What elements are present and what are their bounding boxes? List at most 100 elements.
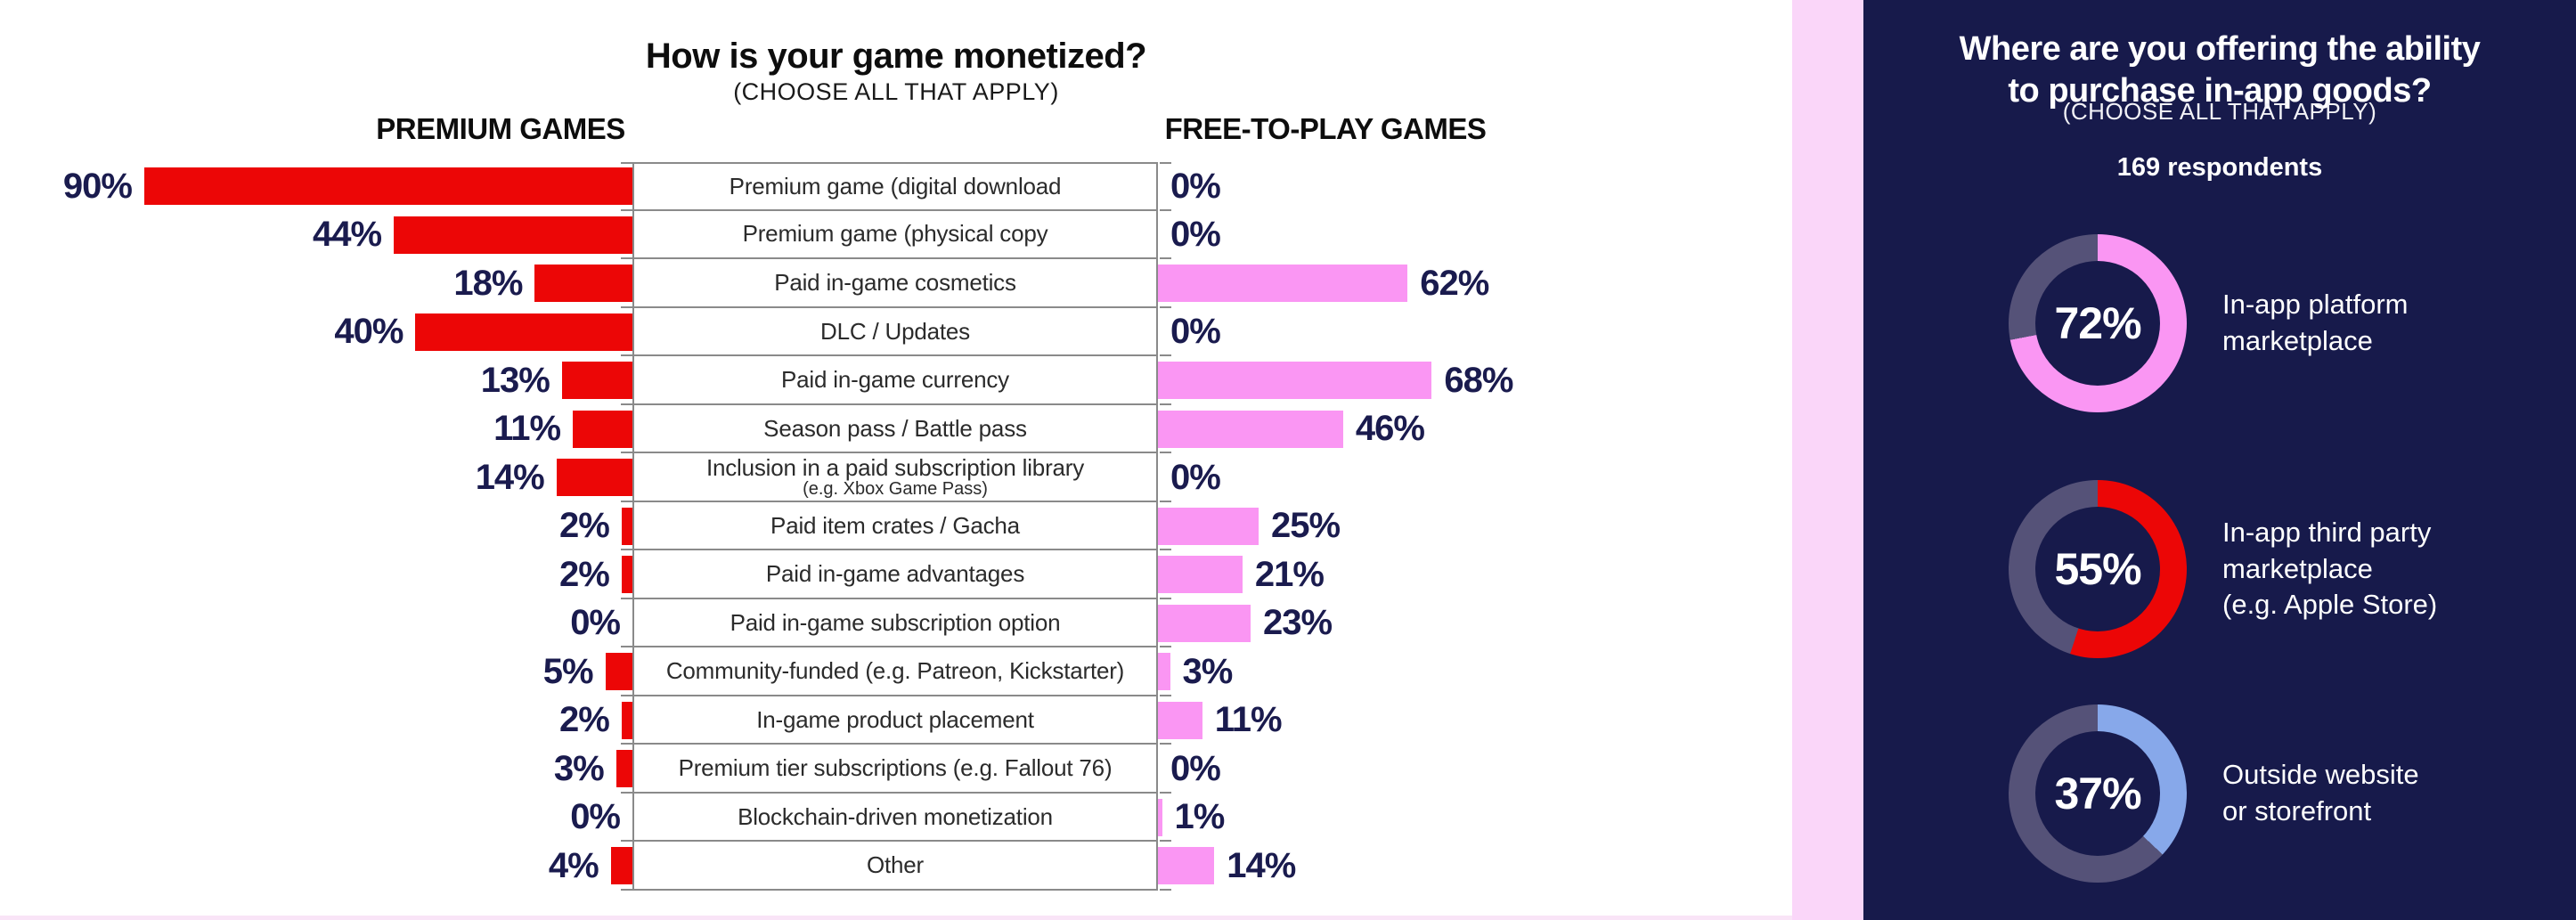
premium-bar-cell: 18% xyxy=(0,259,632,308)
donut-chart: 55% xyxy=(2009,480,2187,658)
category-cell: Paid item crates / Gacha xyxy=(632,501,1158,551)
category-cell: Paid in-game currency xyxy=(632,356,1158,405)
premium-bar-cell: 14% xyxy=(0,453,632,502)
f2p-value-label: 14% xyxy=(1227,845,1296,885)
f2p-bar-cell: 0% xyxy=(1158,745,1792,794)
category-label: Paid in-game cosmetics xyxy=(774,268,1016,296)
premium-value-label: 90% xyxy=(62,166,133,206)
premium-bar xyxy=(573,410,632,448)
f2p-bar xyxy=(1158,362,1432,400)
premium-bar xyxy=(143,167,632,206)
bottom-accent-strip xyxy=(0,916,1792,920)
category-label: Blockchain-driven monetization xyxy=(738,802,1053,830)
category-cell: Premium game (digital download xyxy=(632,162,1158,211)
category-label: Paid item crates / Gacha xyxy=(770,511,1020,539)
premium-bar-cell: 5% xyxy=(0,647,632,696)
table-row: 13% Paid in-game currency 68% xyxy=(0,356,1792,405)
premium-bar-cell: 2% xyxy=(0,502,632,551)
premium-bar-cell: 11% xyxy=(0,405,632,454)
premium-value-label: 11% xyxy=(493,409,561,449)
free-to-play-games-header: FREE-TO-PLAY GAMES xyxy=(1164,112,1487,145)
chart-subtitle: (CHOOSE ALL THAT APPLY) xyxy=(733,78,1059,105)
premium-bar-cell: 4% xyxy=(0,842,632,891)
f2p-value-label: 0% xyxy=(1170,457,1221,497)
category-label: Paid in-game currency xyxy=(781,366,1009,394)
premium-bar xyxy=(610,847,632,885)
donut-percent-label: 37% xyxy=(2054,769,2141,818)
table-row: 2% Paid in-game advantages 21% xyxy=(0,550,1792,599)
f2p-value-label: 0% xyxy=(1170,215,1221,255)
table-top-tick-left xyxy=(621,162,632,164)
f2p-value-label: 68% xyxy=(1444,360,1513,400)
premium-bar-cell: 2% xyxy=(0,550,632,599)
category-label: Inclusion in a paid subscription library xyxy=(705,453,1085,481)
premium-bar xyxy=(415,313,632,351)
chart-title: How is your game monetized? xyxy=(645,36,1147,76)
premium-bar xyxy=(394,216,632,254)
premium-value-label: 14% xyxy=(475,457,545,497)
f2p-value-label: 23% xyxy=(1262,603,1333,643)
f2p-value-label: 21% xyxy=(1254,554,1325,594)
premium-bar-cell: 0% xyxy=(0,794,632,843)
category-label: Other xyxy=(866,851,925,879)
table-top-tick-right xyxy=(1160,162,1171,164)
premium-bar-cell: 44% xyxy=(0,211,632,260)
f2p-bar-cell: 0% xyxy=(1158,308,1792,357)
f2p-bar xyxy=(1158,798,1162,836)
category-label: DLC / Updates xyxy=(820,317,970,345)
premium-bar xyxy=(621,701,632,739)
premium-bar xyxy=(615,750,632,788)
category-cell: Premium game (physical copy xyxy=(632,210,1158,260)
premium-value-label: 0% xyxy=(570,603,621,643)
table-row: 11% Season pass / Battle pass 46% xyxy=(0,404,1792,454)
panel-title: Where are you offering the ability to pu… xyxy=(1959,29,2481,110)
category-cell: Paid in-game advantages xyxy=(632,550,1158,599)
category-label: Paid in-game advantages xyxy=(765,560,1025,588)
category-cell: Paid in-game cosmetics xyxy=(632,259,1158,308)
donut-caption: In-app platform marketplace xyxy=(2222,289,2409,356)
category-sublabel: (e.g. Xbox Game Pass) xyxy=(803,479,988,500)
premium-value-label: 2% xyxy=(559,700,610,740)
premium-bar-cell: 0% xyxy=(0,599,632,648)
donut-chart: 72% xyxy=(2009,234,2187,412)
f2p-value-label: 0% xyxy=(1170,166,1221,206)
donut-row: 55% In-app third party marketplace (e.g.… xyxy=(2009,480,2437,658)
f2p-value-label: 46% xyxy=(1355,409,1425,449)
monetization-chart-section: How is your game monetized? (CHOOSE ALL … xyxy=(0,36,1792,920)
f2p-bar-cell: 62% xyxy=(1158,259,1792,308)
premium-value-label: 2% xyxy=(559,554,610,594)
donut-caption: Outside website or storefront xyxy=(2222,759,2419,826)
f2p-bar-cell: 14% xyxy=(1158,842,1792,891)
premium-bar xyxy=(556,459,632,497)
donut-row: 37% Outside website or storefront xyxy=(2009,704,2419,883)
f2p-bar-cell: 0% xyxy=(1158,453,1792,502)
f2p-bar-cell: 3% xyxy=(1158,647,1792,696)
table-row: 5% Community-funded (e.g. Patreon, Kicks… xyxy=(0,647,1792,696)
f2p-bar xyxy=(1158,847,1215,885)
category-label: Season pass / Battle pass xyxy=(763,414,1027,442)
premium-bar xyxy=(561,362,632,400)
donut-chart: 37% xyxy=(2009,704,2187,883)
premium-bar-cell: 90% xyxy=(0,162,632,211)
f2p-bar-cell: 23% xyxy=(1158,599,1792,648)
table-row: 90% Premium game (digital download 0% xyxy=(0,162,1792,211)
table-row: 14% Inclusion in a paid subscription lib… xyxy=(0,453,1792,502)
premium-value-label: 44% xyxy=(312,215,382,255)
premium-games-header: PREMIUM GAMES xyxy=(376,112,625,145)
f2p-bar xyxy=(1158,604,1251,642)
table-row: 44% Premium game (physical copy 0% xyxy=(0,210,1792,260)
f2p-bar xyxy=(1158,701,1202,739)
panel-subtitle: (CHOOSE ALL THAT APPLY) xyxy=(2062,98,2377,125)
premium-bar xyxy=(605,653,632,691)
premium-value-label: 18% xyxy=(453,263,523,303)
f2p-value-label: 62% xyxy=(1420,263,1489,303)
category-label: In-game product placement xyxy=(756,705,1034,733)
donut-caption: In-app third party marketplace (e.g. App… xyxy=(2222,516,2438,621)
category-cell: Premium tier subscriptions (e.g. Fallout… xyxy=(632,745,1158,794)
chart-rows: 90% Premium game (digital download 0% 44… xyxy=(0,162,1792,891)
pink-divider-strip xyxy=(1792,0,1863,920)
category-cell: In-game product placement xyxy=(632,696,1158,745)
table-row: 18% Paid in-game cosmetics 62% xyxy=(0,259,1792,308)
table-row: 2% Paid item crates / Gacha 25% xyxy=(0,501,1792,551)
